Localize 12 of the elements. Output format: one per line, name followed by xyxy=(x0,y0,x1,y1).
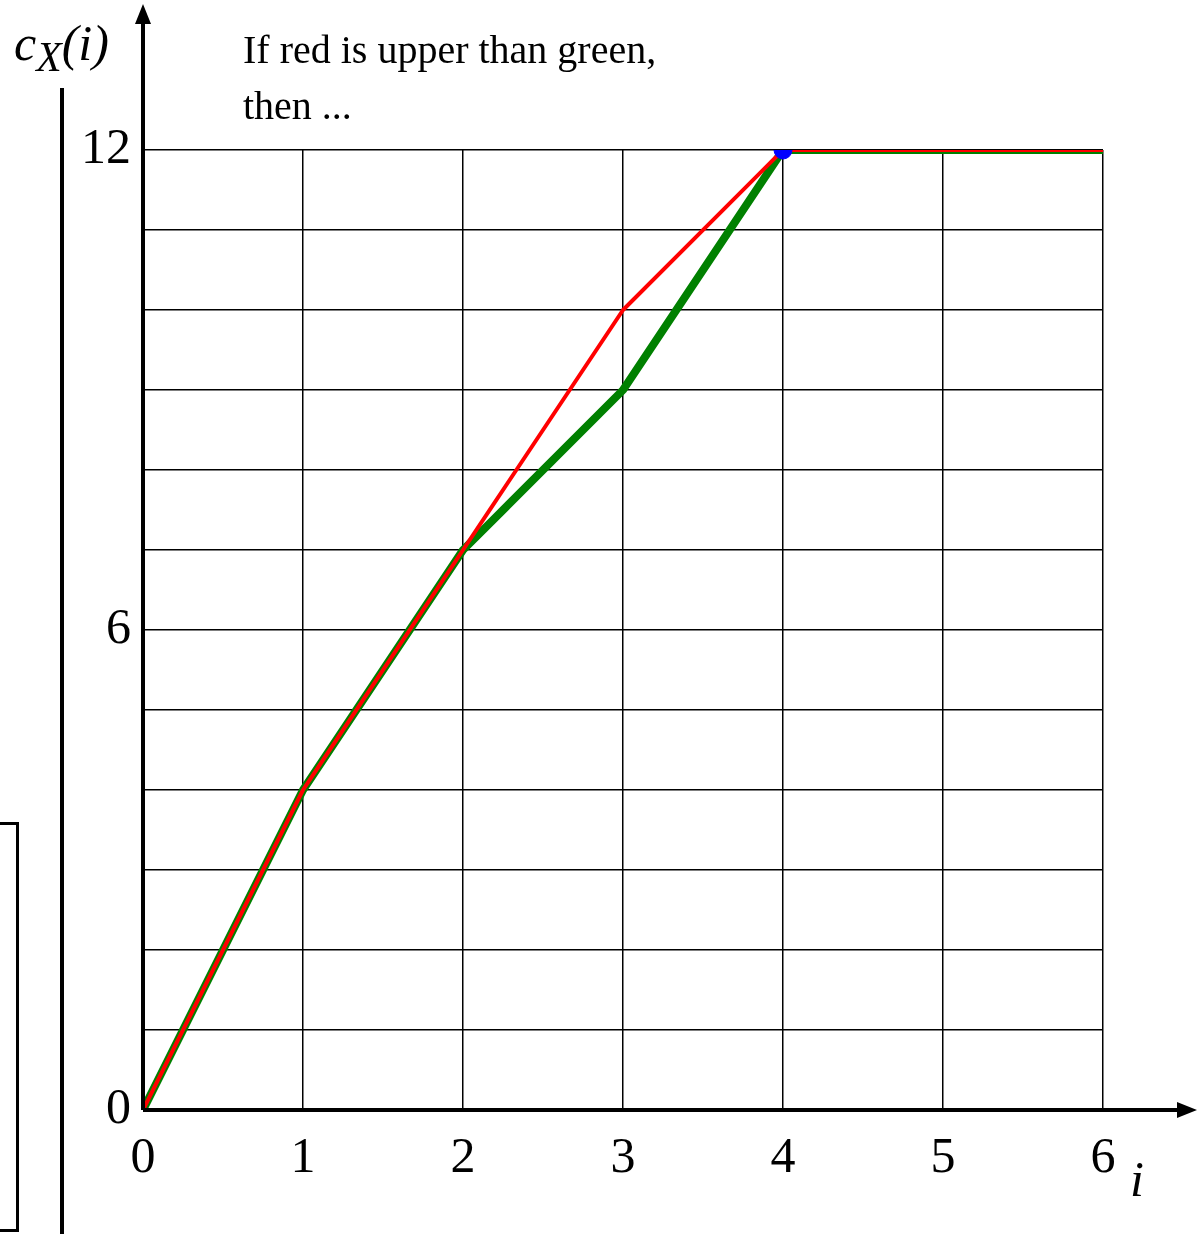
text: If red is upper than green, then ... xyxy=(243,26,657,130)
y-axis-title: c$_{X}$(i) xyxy=(14,14,109,81)
x-tick-label: 5 xyxy=(930,1127,956,1184)
y-tick-label: 0 xyxy=(106,1078,131,1135)
y-tick-label: 12 xyxy=(81,118,131,175)
x-axis-title: i xyxy=(1130,1150,1144,1208)
x-tick-label: 2 xyxy=(450,1127,476,1184)
x-tick-label: 6 xyxy=(1090,1127,1116,1184)
x-tick-label: 4 xyxy=(770,1127,796,1184)
x-tick-label: 1 xyxy=(290,1127,316,1184)
x-tick-label: 3 xyxy=(610,1127,636,1184)
y-tick-label: 6 xyxy=(106,598,131,655)
